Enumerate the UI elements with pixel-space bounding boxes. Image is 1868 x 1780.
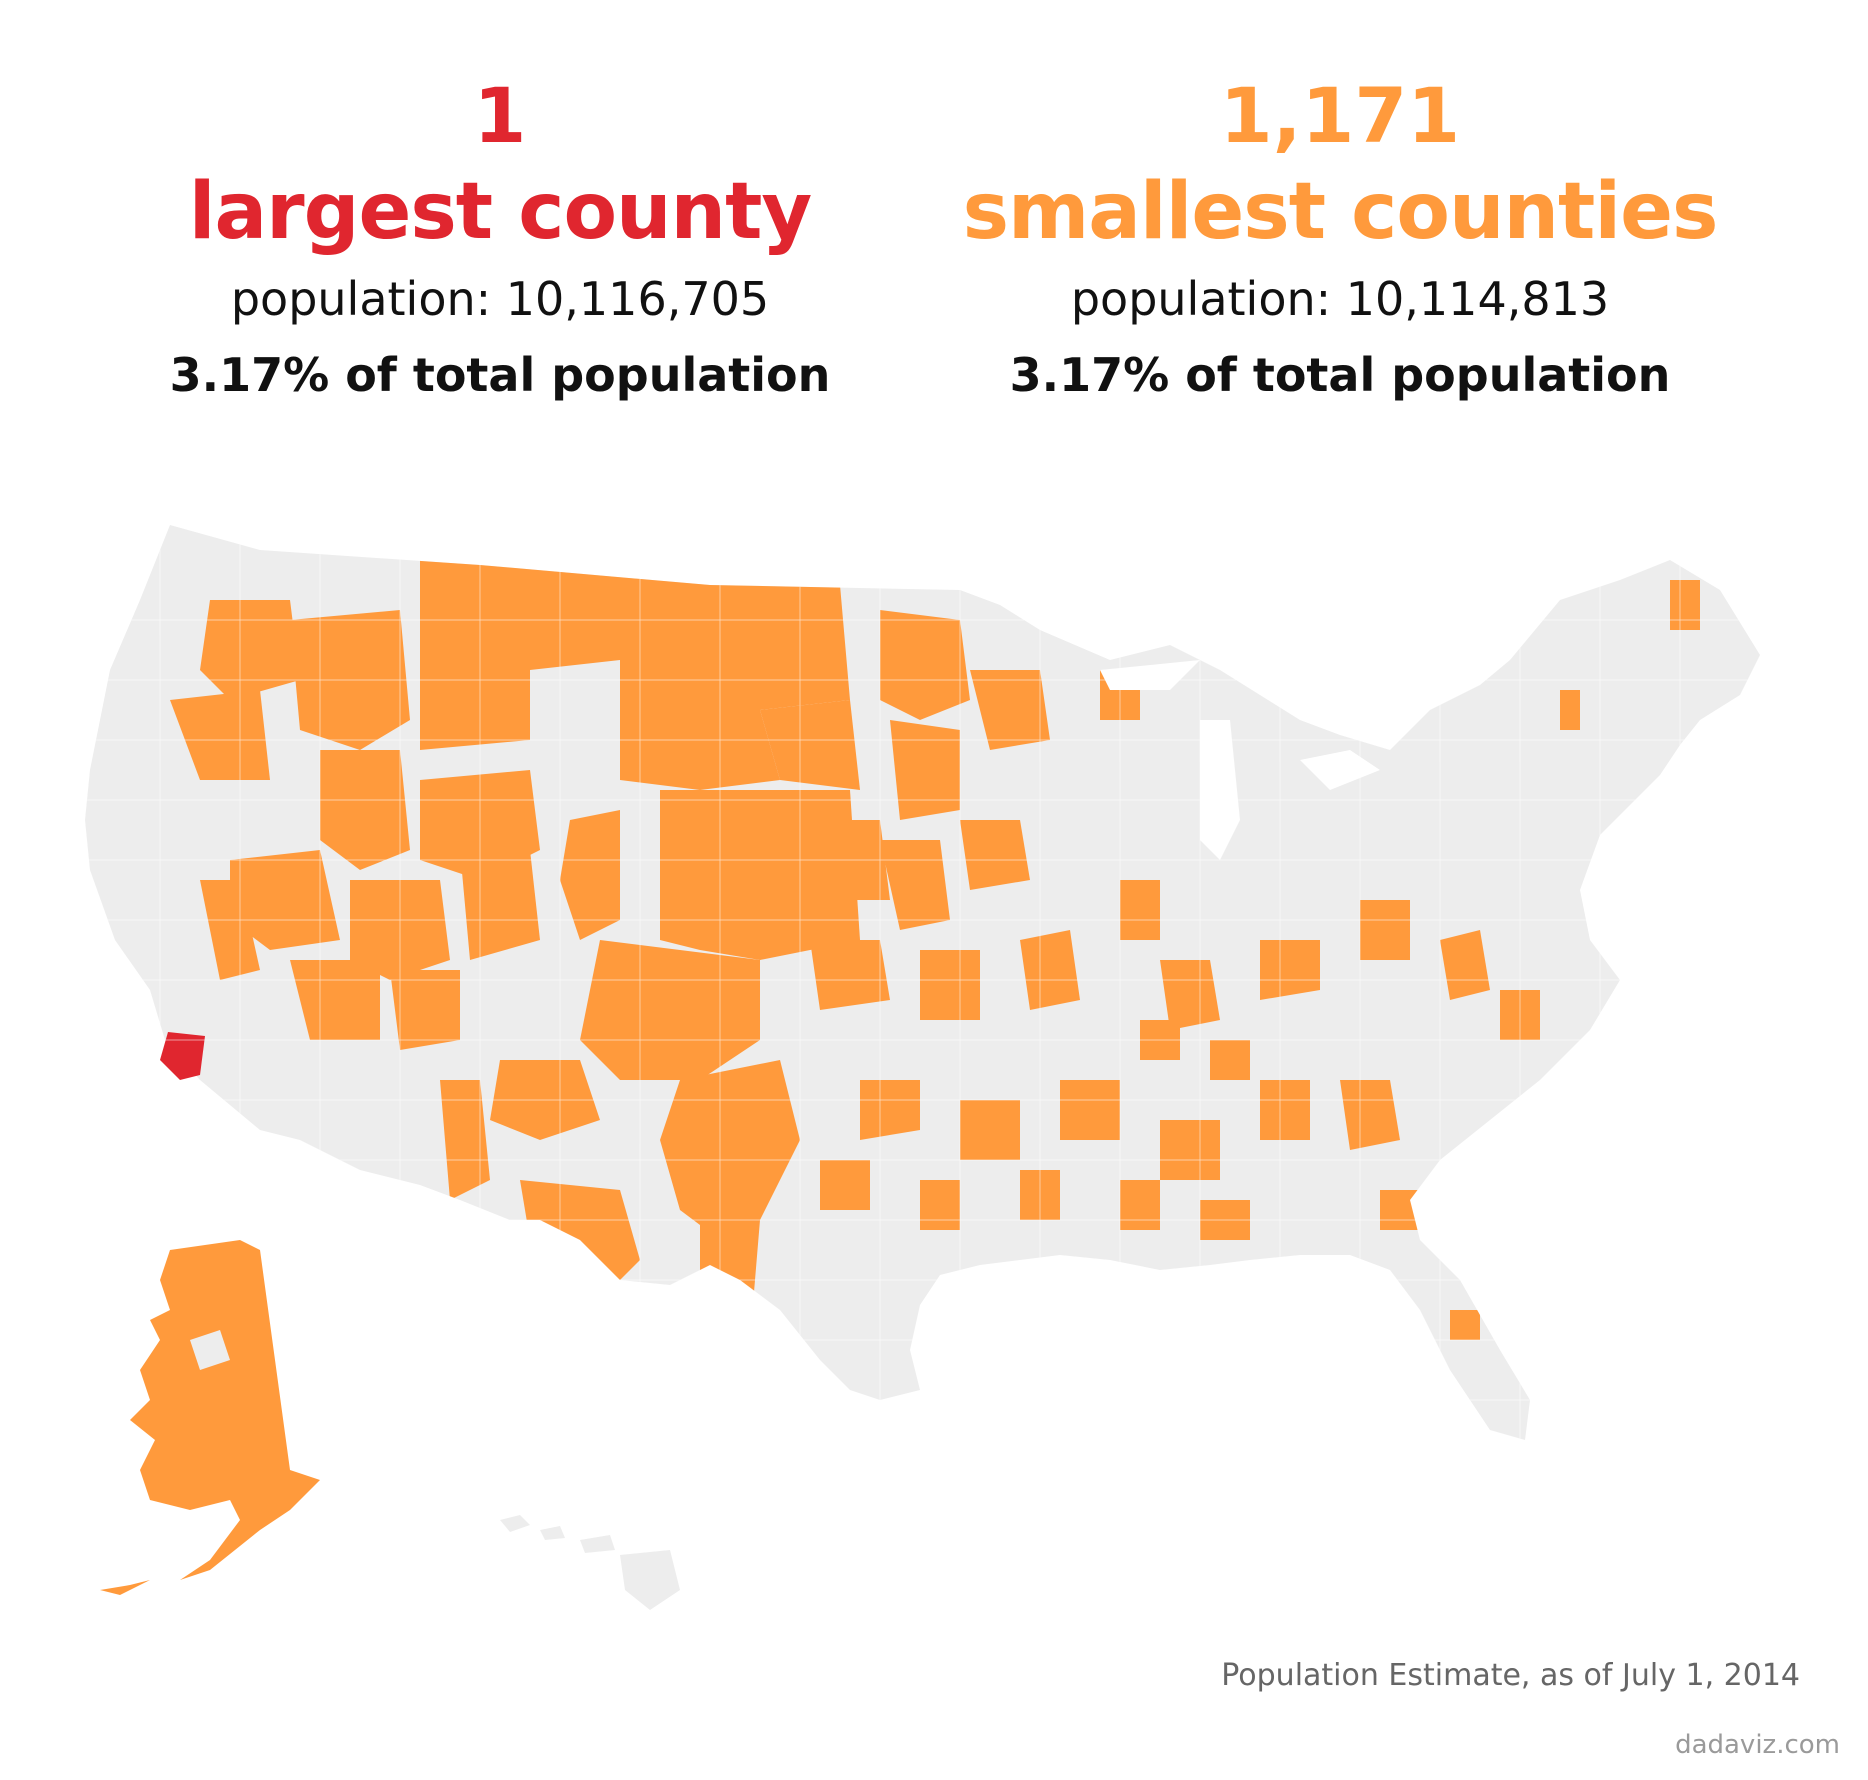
smallest-share: 3.17% of total population	[1009, 348, 1671, 402]
largest-label: largest county	[188, 167, 812, 257]
largest-count: 1	[473, 71, 527, 160]
great-lakes	[1100, 660, 1380, 860]
smallest-population: population: 10,114,813	[1070, 272, 1610, 326]
smallest-counties-stat: 1,171 smallest counties population: 10,1…	[960, 70, 1720, 412]
largest-county-los-angeles	[160, 1032, 205, 1080]
smallest-counties-lower48	[170, 560, 1700, 1340]
us-county-map	[85, 525, 1760, 1610]
footnote: Population Estimate, as of July 1, 2014	[1221, 1658, 1800, 1693]
hawaii-islands	[500, 1515, 530, 1532]
smallest-count: 1,171	[1219, 71, 1461, 160]
alaska-land	[130, 1240, 320, 1580]
largest-population: population: 10,116,705	[230, 272, 770, 326]
largest-county-stat: 1 largest county population: 10,116,705 …	[120, 70, 880, 412]
smallest-label: smallest counties	[962, 167, 1719, 257]
alaska	[100, 1240, 320, 1595]
largest-share: 3.17% of total population	[169, 348, 831, 402]
contiguous-us	[85, 525, 1760, 1440]
credit: dadaviz.com	[1675, 1730, 1840, 1760]
hawaii	[500, 1515, 680, 1610]
